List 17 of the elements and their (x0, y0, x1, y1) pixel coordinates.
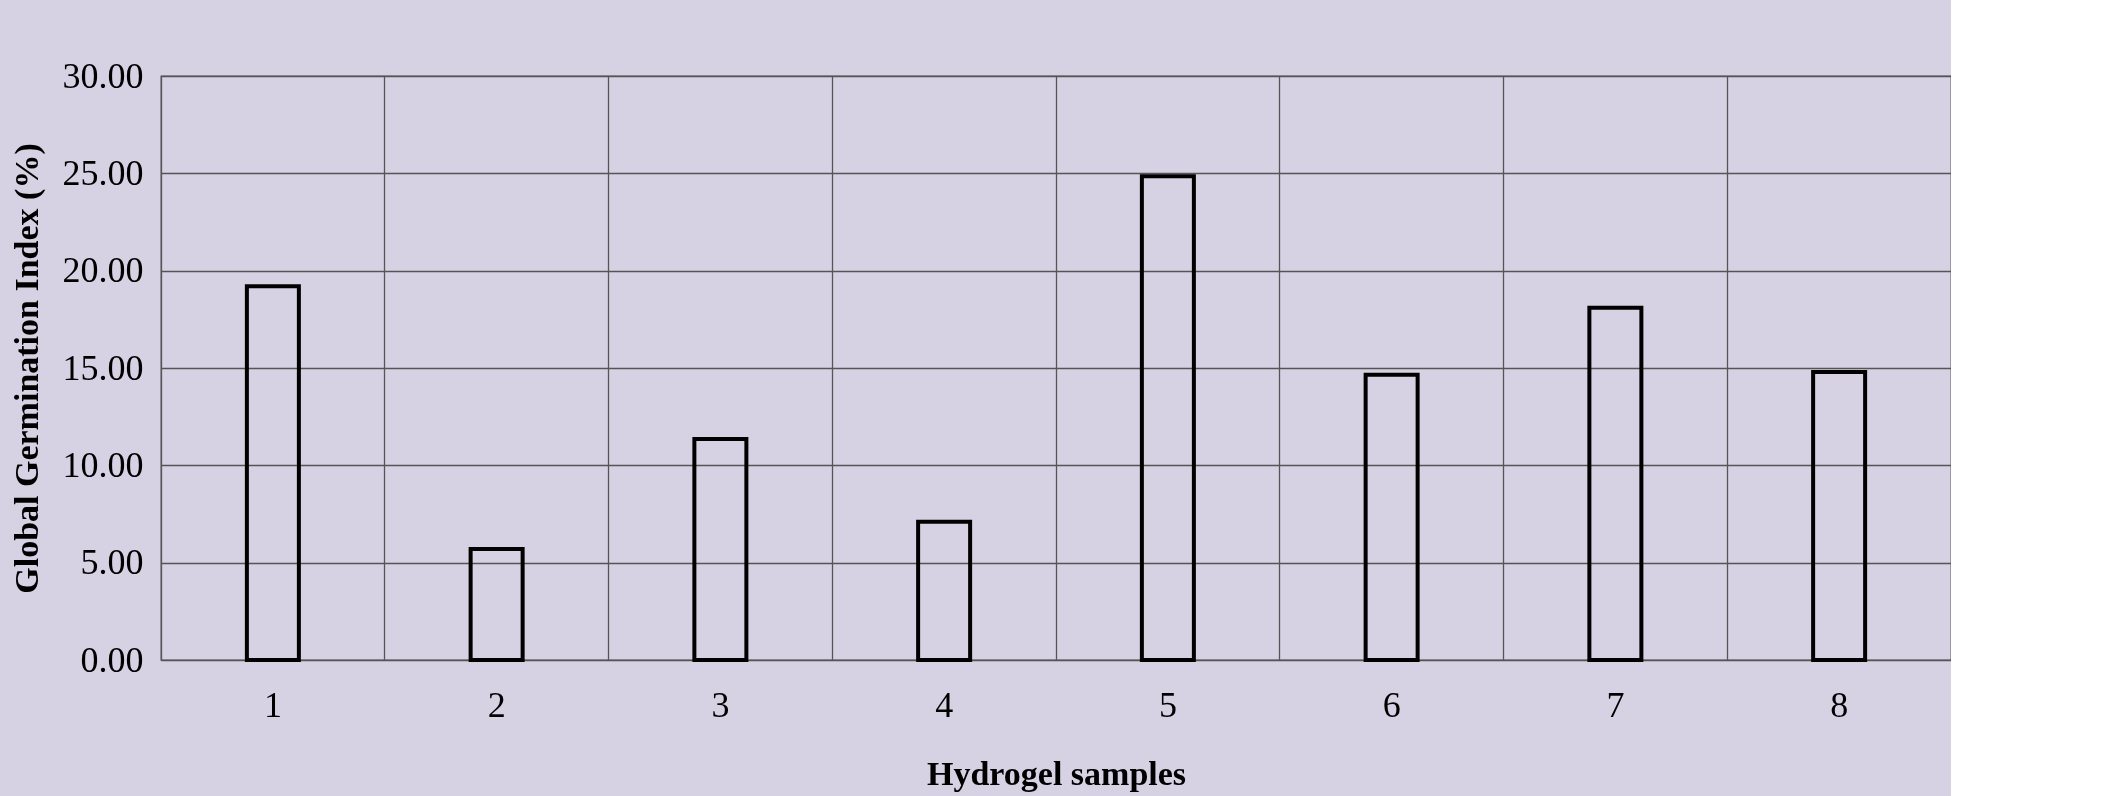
x-tick-label: 4 (935, 684, 954, 725)
x-tick-label: 8 (1830, 684, 1849, 725)
y-tick-label: 5.00 (80, 542, 144, 583)
y-tick-label: 0.00 (80, 639, 144, 680)
x-tick-label: 7 (1606, 684, 1625, 725)
x-axis-title: Hydrogel samples (926, 754, 1187, 792)
x-tick-label: 5 (1158, 684, 1177, 725)
y-tick-label: 30.00 (62, 55, 144, 96)
x-tick-label: 2 (487, 684, 506, 725)
y-tick-label: 20.00 (62, 250, 144, 291)
y-axis-title: Global Germination Index (%) (7, 143, 46, 594)
y-tick-label: 10.00 (62, 444, 144, 485)
y-tick-label: 15.00 (62, 347, 144, 388)
x-tick-label: 6 (1382, 684, 1401, 725)
x-tick-label: 1 (263, 684, 282, 725)
x-tick-label: 3 (711, 684, 730, 725)
y-tick-label: 25.00 (62, 152, 144, 193)
